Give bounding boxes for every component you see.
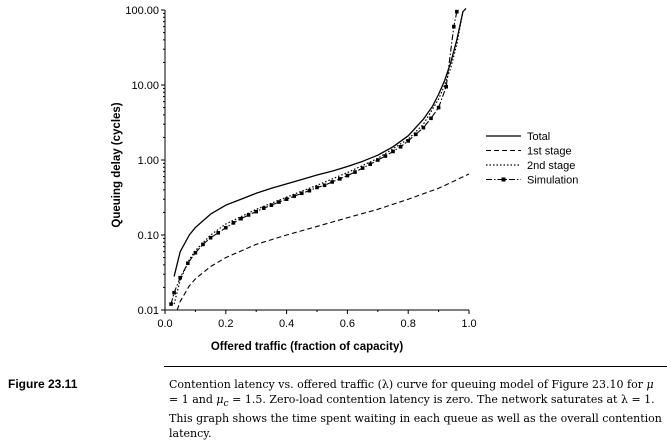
y-tick-label: 10.00 (131, 80, 159, 92)
simulation-point (208, 235, 213, 240)
simulation-point (284, 197, 289, 202)
legend-label-3: 2nd stage (527, 160, 575, 172)
figure-label: Figure 23.11 (8, 377, 78, 391)
simulation-point (455, 9, 459, 14)
simulation-point (292, 194, 296, 198)
simulation-point (353, 170, 357, 174)
simulation-point (414, 132, 418, 137)
x-axis-label: Offered traffic (fraction of capacity) (211, 341, 404, 353)
caption-mu: μ (646, 378, 654, 391)
simulation-point (330, 180, 334, 184)
x-tick-label: 0.6 (340, 318, 355, 330)
simulation-point (360, 166, 365, 170)
simulation-point (398, 144, 403, 149)
caption-text-3: = 1.5. Zero-load contention latency is z… (169, 393, 662, 441)
series-line-2 (176, 173, 469, 310)
simulation-point (246, 213, 251, 217)
x-tick-label: 0.8 (401, 318, 416, 330)
simulation-point (376, 158, 380, 162)
series-line-4 (170, 11, 458, 305)
simulation-point (239, 216, 243, 221)
x-tick-label: 0.2 (218, 318, 233, 330)
legend-label-1: Total (527, 131, 550, 143)
simulation-point (224, 225, 228, 230)
simulation-point (277, 200, 281, 204)
x-tick-label: 0.0 (157, 318, 172, 330)
y-tick-label: 100.00 (125, 5, 159, 17)
y-tick-label: 1.00 (138, 155, 159, 167)
simulation-point (383, 154, 388, 158)
legend-label-4: Simulation (527, 175, 578, 187)
simulation-point (429, 116, 433, 121)
simulation-point (315, 185, 319, 190)
simulation-point (169, 302, 173, 306)
chart: 0.0 0.2 0.4 0.6 0.8 1.0 0.01 0.10 1.00 10.00 100.0… (111, 5, 578, 353)
simulation-point (254, 209, 258, 214)
x-tick-label: 0.4 (279, 318, 294, 330)
simulation-point (406, 139, 410, 143)
y-axis-label: Queuing delay (cycles) (111, 102, 123, 227)
simulation-point (186, 261, 190, 266)
simulation-point (269, 203, 274, 207)
caption-text-2: = 1 and (169, 393, 217, 406)
simulation-point (231, 221, 236, 225)
simulation-point (201, 242, 205, 247)
caption-muc: μ (216, 393, 224, 406)
simulation-point (300, 191, 304, 196)
simulation-point (368, 162, 372, 166)
simulation-point (444, 84, 448, 89)
axes: 0.0 0.2 0.4 0.6 0.8 1.0 0.01 0.10 1.00 10.00 100.0… (111, 5, 477, 353)
simulation-point (338, 177, 342, 181)
simulation-point (436, 105, 441, 110)
simulation-point (178, 275, 182, 280)
simulation-point (391, 149, 395, 154)
simulation-point (307, 188, 312, 193)
simulation-point (262, 206, 266, 210)
simulation-point (421, 125, 426, 130)
simulation-point (172, 290, 176, 295)
simulation-point (216, 230, 220, 235)
simulation-point (452, 24, 456, 29)
caption-rule (164, 366, 667, 367)
x-tick-label: 1.0 (461, 318, 476, 330)
simulation-point (193, 250, 198, 255)
legend-marker (501, 177, 506, 182)
y-tick-label: 0.10 (138, 230, 159, 242)
caption-text-1: Contention latency vs. offered traffic (… (169, 378, 647, 391)
plot-area (169, 7, 469, 310)
legend: Total 1st stage 2nd stage Simulation (486, 131, 578, 187)
series-line-1 (173, 7, 467, 277)
caption-muc-sub: c (223, 398, 229, 410)
y-tick-label: 0.01 (138, 305, 159, 317)
figure-text: Contention latency vs. offered traffic (… (169, 377, 663, 441)
simulation-point (322, 183, 327, 188)
legend-label-2: 1st stage (527, 146, 572, 158)
simulation-point (345, 173, 350, 178)
series-line-3 (173, 11, 464, 305)
